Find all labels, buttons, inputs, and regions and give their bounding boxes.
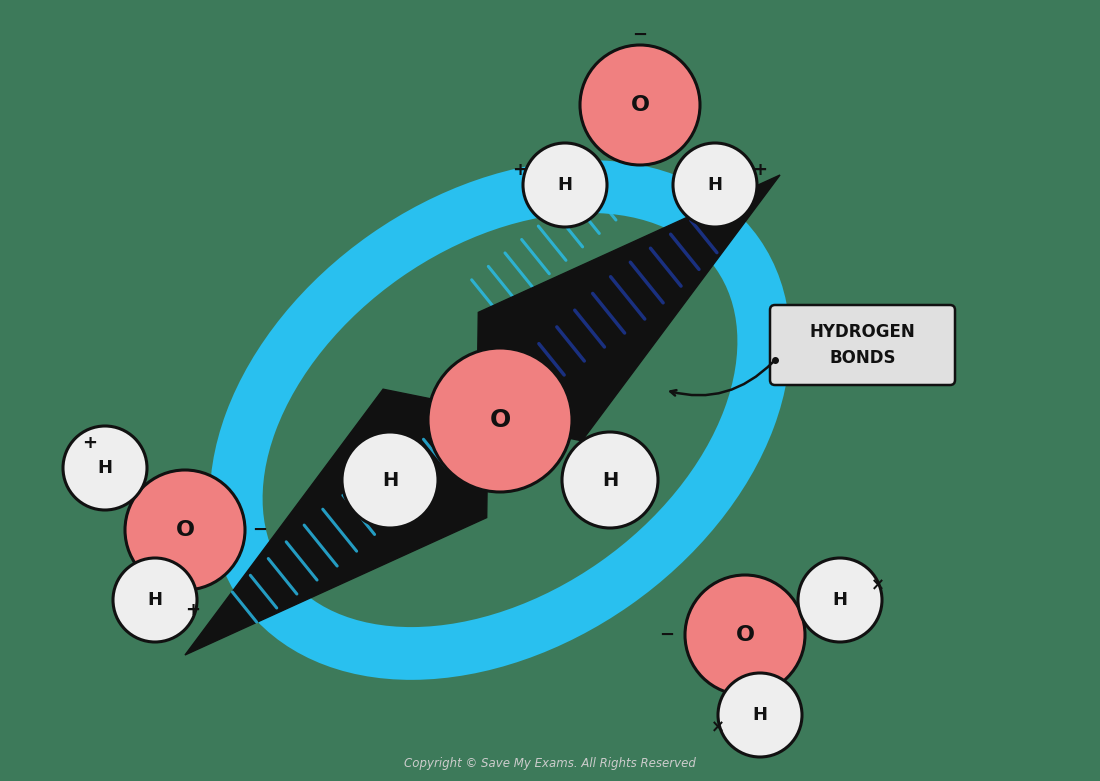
Text: HYDROGEN: HYDROGEN xyxy=(810,323,915,341)
Circle shape xyxy=(342,432,438,528)
Text: H: H xyxy=(602,470,618,490)
Text: −: − xyxy=(475,326,494,346)
Text: H: H xyxy=(98,459,112,477)
Circle shape xyxy=(673,143,757,227)
Circle shape xyxy=(125,470,245,590)
Text: −: − xyxy=(632,26,648,44)
Text: H: H xyxy=(382,470,398,490)
Text: H: H xyxy=(833,591,847,609)
Text: O: O xyxy=(736,625,755,645)
Text: +: + xyxy=(513,161,528,179)
Circle shape xyxy=(63,426,147,510)
Text: O: O xyxy=(176,520,195,540)
Text: Copyright © Save My Exams. All Rights Reserved: Copyright © Save My Exams. All Rights Re… xyxy=(404,757,696,769)
Circle shape xyxy=(580,45,700,165)
Circle shape xyxy=(718,673,802,757)
FancyBboxPatch shape xyxy=(770,305,955,385)
Polygon shape xyxy=(185,175,780,655)
Text: O: O xyxy=(630,95,649,115)
Text: +: + xyxy=(82,434,98,452)
Text: −: − xyxy=(252,521,267,539)
Text: ×: × xyxy=(871,576,884,594)
Text: H: H xyxy=(147,591,163,609)
Text: O: O xyxy=(490,408,510,432)
Circle shape xyxy=(562,432,658,528)
Circle shape xyxy=(113,558,197,642)
Text: H: H xyxy=(707,176,723,194)
Circle shape xyxy=(685,575,805,695)
Circle shape xyxy=(522,143,607,227)
Text: ×: × xyxy=(711,718,725,736)
Text: +: + xyxy=(752,161,768,179)
Circle shape xyxy=(428,348,572,492)
Text: H: H xyxy=(752,706,768,724)
Text: H: H xyxy=(558,176,572,194)
Text: −: − xyxy=(659,626,674,644)
Text: BONDS: BONDS xyxy=(829,349,895,367)
Circle shape xyxy=(798,558,882,642)
Text: +: + xyxy=(186,601,200,619)
